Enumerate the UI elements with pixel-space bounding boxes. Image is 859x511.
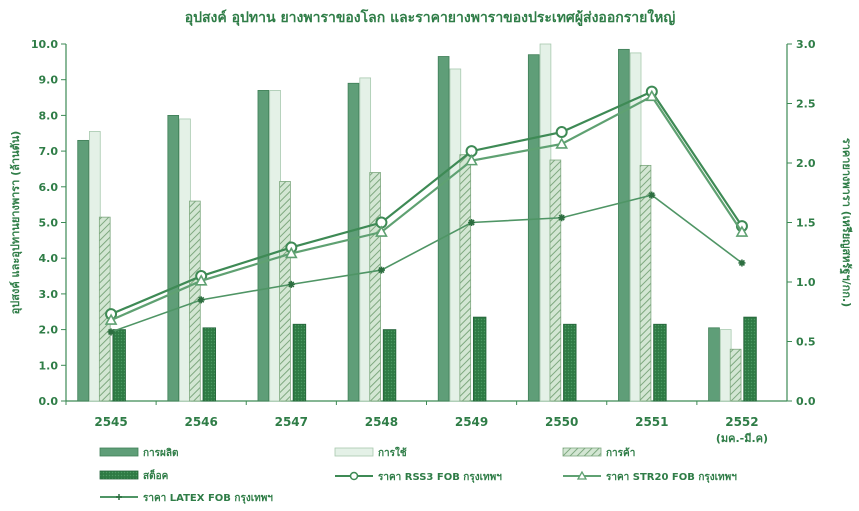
production-bar	[257, 90, 270, 402]
legend-label: การค้า	[606, 447, 635, 459]
production-bar	[618, 48, 630, 402]
consumption-bar	[539, 43, 552, 402]
stock-bar	[653, 323, 667, 402]
latex-line	[110, 194, 743, 333]
consumption-bar	[179, 118, 191, 402]
right-tick-label: 0.0	[796, 395, 816, 408]
production-bar	[77, 139, 89, 402]
production-bar	[347, 82, 360, 402]
x-tick-label: 2546	[184, 415, 217, 429]
str20-line	[110, 94, 743, 322]
str20-point	[645, 89, 659, 102]
bars-group	[77, 43, 757, 402]
latex-point	[648, 191, 656, 199]
left-tick-label: 10.0	[31, 38, 58, 51]
left-tick-label: 7.0	[39, 145, 59, 158]
legend-stock-swatch	[99, 470, 139, 480]
latex-point	[197, 296, 205, 304]
latex-point	[738, 259, 746, 267]
latex-point	[468, 219, 476, 226]
left-tick-label: 6.0	[39, 181, 59, 194]
left-axis-title: อุปสงค์ และอุปทานยางพารา (ล้านตัน)	[9, 131, 23, 315]
x-tick-label: 2547	[275, 415, 308, 429]
legend: การผลิต การใช้ การค้าสต็อค ราคา RSS3 FOB กร…	[99, 446, 737, 504]
legend-label: ราคา STR20 FOB กรุงเทพฯ	[606, 472, 737, 483]
str20-point	[284, 246, 298, 259]
right-tick-label: 2.0	[796, 157, 816, 170]
x-tick-label: 2549	[455, 415, 488, 429]
left-tick-label: 5.0	[39, 217, 59, 230]
left-tick-label: 4.0	[39, 252, 59, 265]
production-bar	[527, 54, 540, 402]
right-tick-label: 0.5	[796, 336, 816, 349]
production-bar	[167, 115, 180, 402]
x-tick-label: 2550	[545, 415, 578, 429]
chart-title: อุปสงค์ อุปทาน ยางพาราของโลก และราคายางพ…	[185, 8, 676, 26]
str20-point	[375, 225, 388, 237]
legend-label: การใช้	[378, 446, 407, 459]
legend-latex-marker	[116, 494, 122, 500]
left-tick-label: 3.0	[39, 288, 59, 301]
legend-label: ราคา LATEX FOB กรุงเทพฯ	[143, 493, 273, 504]
lines-group	[104, 85, 749, 336]
trade-bar	[729, 348, 742, 402]
stock-bar	[382, 329, 397, 402]
axes-group: 0.0 1.0 2.0 3.0 4.0 5.0 6.0 7.0 8.0 9.0 10.0 0.0 0.5…	[9, 38, 853, 445]
rss3-point	[555, 126, 568, 139]
str20-point	[104, 313, 118, 325]
right-tick-label: 1.0	[796, 276, 816, 289]
str20-point	[194, 274, 208, 286]
x-tick-label: 2552	[725, 415, 758, 429]
consumption-bar	[269, 90, 281, 402]
latex-point	[107, 328, 115, 336]
stock-bar	[292, 323, 307, 402]
x-tick-label: 2545	[94, 415, 127, 429]
legend-label: ราคา RSS3 FOB กรุงเทพฯ	[378, 472, 502, 483]
legend-label: สต็อค	[143, 468, 169, 482]
left-tick-label: 8.0	[39, 109, 59, 122]
stock-bar	[743, 316, 757, 402]
trade-bar	[279, 181, 291, 402]
str20-point	[465, 153, 478, 166]
x-tick-sublabel: (มค.-มี.ค)	[716, 432, 768, 445]
right-axis-title: ราคายางพารา (เหรียญสหรัฐฯ/กก.)	[839, 138, 853, 307]
legend-consumption-swatch	[334, 447, 374, 457]
stock-bar	[563, 323, 577, 402]
latex-point	[558, 214, 566, 222]
left-tick-label: 1.0	[39, 359, 59, 372]
stock-bar	[112, 329, 126, 402]
trade-bar	[369, 172, 381, 402]
trade-bar	[459, 154, 472, 402]
consumption-bar	[89, 131, 101, 402]
legend-production-swatch	[99, 447, 139, 457]
legend-rss3-marker	[349, 471, 359, 481]
legend-trade-swatch	[562, 447, 602, 457]
trade-bar	[549, 159, 562, 402]
production-bar	[708, 327, 720, 402]
consumption-bar	[359, 77, 372, 402]
consumption-bar	[719, 329, 732, 402]
x-tick-label: 2551	[635, 415, 668, 429]
left-tick-label: 9.0	[39, 74, 59, 87]
x-tick-label: 2548	[365, 415, 398, 429]
trade-bar	[639, 164, 652, 402]
stock-bar	[202, 327, 217, 402]
left-tick-label: 2.0	[39, 324, 59, 337]
legend-str20-marker	[576, 470, 588, 480]
str20-point	[735, 225, 749, 237]
production-bar	[437, 56, 450, 402]
consumption-bar	[449, 68, 462, 402]
left-tick-label: 0.0	[39, 395, 59, 408]
rss3-line	[110, 90, 743, 316]
right-tick-label: 3.0	[796, 38, 816, 51]
right-tick-label: 2.5	[796, 98, 816, 111]
latex-point	[377, 266, 385, 274]
latex-point	[287, 280, 295, 288]
str20-point	[555, 137, 569, 149]
stock-bar	[472, 316, 487, 402]
right-tick-label: 1.5	[796, 217, 816, 230]
legend-label: การผลิต	[143, 447, 179, 459]
